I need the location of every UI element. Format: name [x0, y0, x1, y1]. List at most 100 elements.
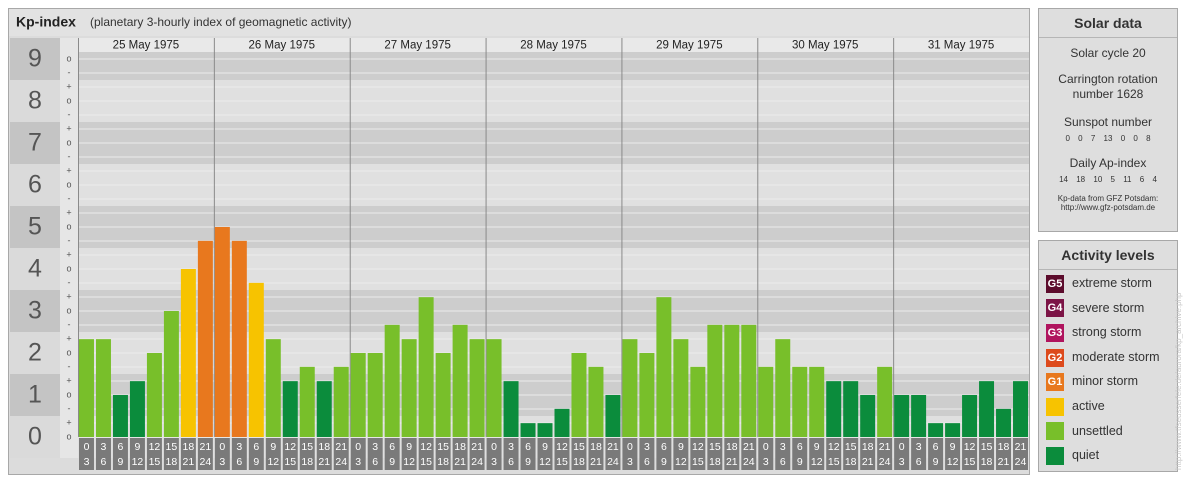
hour-start: 3 — [780, 441, 786, 453]
hour-end: 6 — [508, 456, 514, 468]
hour-start: 21 — [335, 441, 347, 453]
hour-box — [945, 438, 961, 470]
hour-box — [282, 438, 298, 470]
y-subtick-label: o — [66, 431, 71, 441]
tick-band — [60, 206, 78, 248]
hour-box — [214, 438, 230, 470]
tick-band — [60, 164, 78, 206]
hour-box — [367, 438, 383, 470]
bar — [537, 423, 553, 437]
bar — [945, 423, 961, 437]
hour-start: 9 — [950, 441, 956, 453]
y-subtick-label: + — [66, 123, 71, 133]
hour-box — [775, 438, 791, 470]
bar — [877, 366, 893, 437]
label-band — [10, 374, 60, 416]
source-url[interactable]: http://www.gfz-potsdam.de — [1060, 203, 1156, 212]
label-band — [10, 206, 60, 248]
label-band — [10, 38, 60, 80]
tick-band — [60, 416, 78, 458]
hour-start: 0 — [84, 441, 90, 453]
y-subtick-label: - — [68, 235, 71, 245]
hour-box — [673, 438, 689, 470]
hour-end: 21 — [183, 456, 195, 468]
hour-end: 3 — [491, 456, 497, 468]
activity-panel: Activity levels G5 extreme storm G4 severe … — [1038, 240, 1178, 472]
hour-start: 15 — [709, 441, 721, 453]
tick-band — [60, 80, 78, 122]
ap-value: 5 — [1110, 175, 1115, 184]
chart-subtitle: (planetary 3-hourly index of geomagnetic… — [90, 15, 351, 29]
hour-end: 12 — [403, 456, 415, 468]
y-subtick-label: o — [66, 95, 71, 105]
hour-start: 15 — [166, 441, 178, 453]
y-tick-label: 3 — [28, 297, 42, 325]
hour-start: 3 — [236, 441, 242, 453]
hour-end: 3 — [84, 456, 90, 468]
legend-item: unsettled — [1046, 422, 1123, 441]
hour-start: 6 — [797, 441, 803, 453]
bar — [180, 269, 196, 437]
hour-box — [231, 438, 247, 470]
bar — [367, 353, 383, 437]
hour-end: 15 — [556, 456, 568, 468]
y-subtick-label: + — [66, 417, 71, 427]
bar — [435, 353, 451, 437]
hour-end: 21 — [998, 456, 1010, 468]
legend-swatch: G3 — [1046, 323, 1064, 342]
hour-box — [333, 438, 349, 470]
bar — [639, 353, 655, 437]
y-tick-label: 2 — [28, 339, 42, 367]
legend-swatch: G4 — [1046, 299, 1064, 318]
title-bar — [9, 9, 1029, 36]
y-subtick-label: + — [66, 333, 71, 343]
hour-end: 24 — [607, 456, 619, 468]
hour-start: 9 — [814, 441, 820, 453]
y-subtick-label: + — [66, 207, 71, 217]
hour-box — [469, 438, 485, 470]
hour-box — [605, 438, 621, 470]
y-tick-label: 7 — [28, 129, 42, 157]
bar — [418, 297, 434, 437]
tick-band — [60, 122, 78, 164]
hour-end: 9 — [797, 456, 803, 468]
chart-title: Kp-index — [16, 14, 76, 30]
y-tick-label: 9 — [28, 45, 42, 73]
hour-start: 3 — [508, 441, 514, 453]
hour-start: 9 — [270, 441, 276, 453]
hour-end: 15 — [692, 456, 704, 468]
hour-box — [809, 438, 825, 470]
sunspot-value: 13 — [1103, 134, 1113, 143]
bar — [265, 339, 281, 437]
hour-start: 12 — [964, 441, 976, 453]
hour-start: 12 — [828, 441, 840, 453]
hour-start: 21 — [743, 441, 755, 453]
y-subtick-label: - — [68, 151, 71, 161]
y-subtick-label: o — [66, 305, 71, 315]
hour-box — [197, 438, 213, 470]
legend-item: G1 minor storm — [1046, 372, 1138, 392]
sunspot-value: 0 — [1133, 134, 1138, 143]
bar — [979, 381, 995, 437]
bar — [1013, 381, 1028, 437]
legend-label: moderate storm — [1072, 349, 1160, 364]
panel-title: Activity levels — [1039, 241, 1177, 270]
legend-item: G5 extreme storm — [1046, 274, 1152, 293]
bar — [282, 381, 298, 437]
hour-end: 3 — [763, 456, 769, 468]
legend-item: G4 severe storm — [1046, 299, 1144, 318]
hour-start: 15 — [301, 441, 313, 453]
bar — [656, 297, 672, 437]
hour-end: 6 — [236, 456, 242, 468]
hour-box — [452, 438, 468, 470]
hour-box — [826, 438, 842, 470]
hour-end: 15 — [420, 456, 432, 468]
label-band — [10, 290, 60, 332]
hour-box — [1013, 438, 1028, 470]
tick-band — [60, 38, 78, 80]
y-subtick-label: + — [66, 165, 71, 175]
label-band — [10, 122, 60, 164]
hour-start: 15 — [573, 441, 585, 453]
date-label: 25 May 1975 — [113, 40, 180, 52]
